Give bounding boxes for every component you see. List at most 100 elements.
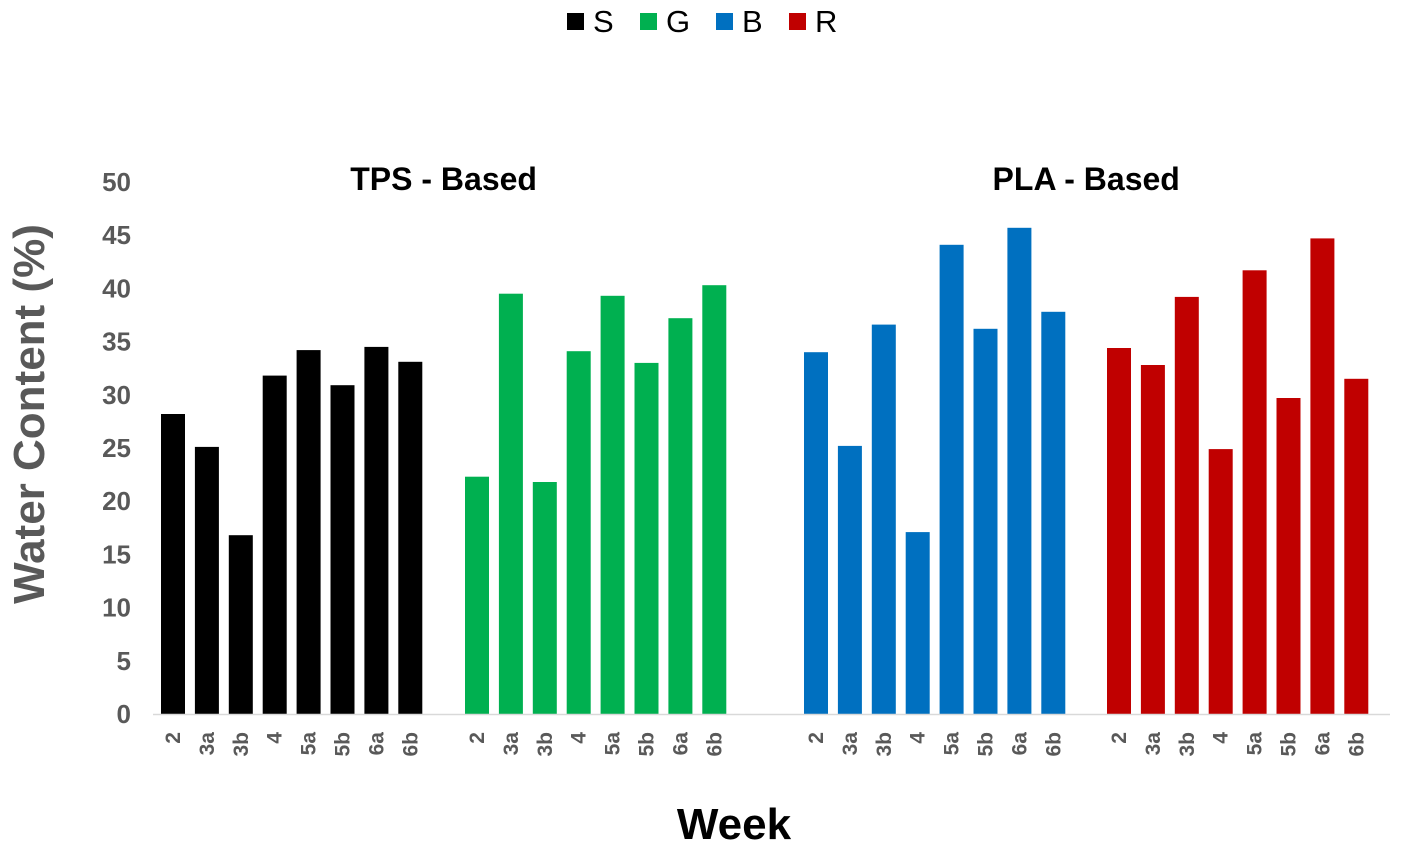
- x-tick-label: 3a: [500, 732, 523, 756]
- series-s: [161, 346, 423, 714]
- bar-r-5b: [1276, 398, 1301, 714]
- bar-b-4: [905, 532, 930, 714]
- x-tick-label: 6b: [1042, 732, 1065, 757]
- series-r: [1107, 238, 1369, 714]
- bars: [161, 227, 1369, 715]
- y-tick-label: 35: [102, 327, 131, 357]
- x-tick-label: 2: [162, 732, 185, 744]
- bar-g-2: [465, 476, 489, 714]
- legend-label: G: [666, 4, 690, 39]
- bar-r-5a: [1242, 270, 1267, 714]
- x-tick-label: 5b: [636, 732, 659, 757]
- x-axis-title: Week: [677, 800, 792, 847]
- bar-r-3b: [1174, 296, 1199, 714]
- bar-b-6a: [1007, 227, 1032, 715]
- bar-r-6a: [1310, 238, 1335, 714]
- panel-title: PLA - Based: [993, 161, 1180, 197]
- legend-item-b: B: [716, 4, 763, 39]
- x-tick-label: 4: [907, 732, 930, 744]
- bar-s-4: [262, 375, 287, 714]
- y-tick-label: 15: [102, 539, 131, 569]
- bar-r-6b: [1344, 378, 1369, 714]
- legend-label: B: [742, 4, 763, 39]
- x-tick-label: 5b: [332, 732, 355, 757]
- bar-s-6b: [398, 361, 423, 714]
- bar-b-3b: [871, 324, 896, 714]
- legend-item-r: R: [789, 4, 837, 39]
- x-tick-label: 4: [264, 732, 287, 744]
- bar-s-5a: [296, 350, 321, 714]
- bar-g-5b: [634, 362, 659, 714]
- x-tick-label: 6b: [399, 732, 422, 757]
- x-tick-label: 4: [568, 732, 591, 744]
- bar-g-6a: [668, 318, 693, 714]
- bar-g-5a: [600, 295, 625, 714]
- bar-g-6b: [702, 285, 727, 714]
- bar-b-5a: [939, 244, 964, 715]
- x-tick-label: 5a: [1244, 732, 1267, 756]
- bar-g-3a: [498, 293, 523, 714]
- y-tick-label: 5: [117, 646, 131, 676]
- legend-item-s: S: [567, 4, 614, 39]
- x-tick-label: 5a: [602, 732, 625, 756]
- panel-title: TPS - Based: [350, 161, 537, 197]
- x-tick-label: 2: [1108, 732, 1131, 744]
- x-tick-label: 6b: [1345, 732, 1368, 757]
- series-g: [465, 285, 727, 714]
- y-tick-label: 45: [102, 220, 131, 250]
- y-tick-label: 25: [102, 433, 131, 463]
- group-titles: TPS - Based PLA - Based: [350, 161, 1180, 197]
- bar-r-3a: [1140, 365, 1165, 714]
- x-tick-label: 5b: [975, 732, 998, 757]
- legend-swatch: [716, 13, 733, 30]
- x-tick-label: 2: [805, 732, 828, 744]
- bar-b-2: [804, 352, 828, 714]
- x-tick-label: 3b: [230, 732, 253, 757]
- bar-g-3b: [532, 482, 557, 714]
- legend-label: R: [815, 4, 837, 39]
- bar-b-5b: [973, 328, 998, 714]
- bar-s-5b: [330, 385, 355, 714]
- legend-swatch: [640, 13, 657, 30]
- bar-s-3b: [228, 535, 253, 714]
- x-tick-label: 3b: [534, 732, 557, 757]
- legend-label: S: [593, 4, 614, 39]
- x-tick-label: 5a: [298, 732, 321, 756]
- bar-s-6a: [364, 346, 389, 714]
- y-tick-label: 40: [102, 273, 131, 303]
- x-tick-label: 3a: [1142, 732, 1165, 756]
- x-tick-label: 2: [466, 732, 489, 744]
- legend-item-g: G: [640, 4, 690, 39]
- x-tick-label: 6a: [1311, 732, 1334, 756]
- x-tick-label: 4: [1210, 732, 1233, 744]
- y-tick-label: 0: [117, 699, 131, 729]
- x-tick-label: 3a: [839, 732, 862, 756]
- bar-g-4: [566, 351, 591, 714]
- bar-s-2: [161, 414, 185, 714]
- bar-r-2: [1107, 348, 1131, 714]
- series-b: [804, 227, 1066, 715]
- bar-s-3a: [194, 446, 219, 714]
- x-tick-label: 6a: [365, 732, 388, 756]
- y-axis: 0 5 10 15 20 25 30 35 40 45 50: [102, 167, 131, 729]
- y-axis-title: Water Content (%): [5, 224, 54, 604]
- x-tick-label: 3b: [873, 732, 896, 757]
- bar-b-6b: [1041, 311, 1066, 714]
- y-tick-label: 10: [102, 593, 131, 623]
- x-tick-label: 5a: [941, 732, 964, 756]
- y-tick-label: 20: [102, 486, 131, 516]
- y-tick-label: 30: [102, 380, 131, 410]
- x-tick-label: 3b: [1176, 732, 1199, 757]
- x-tick-label: 3a: [196, 732, 219, 756]
- x-tick-label: 5b: [1278, 732, 1301, 757]
- bar-r-4: [1208, 449, 1233, 714]
- legend-swatch: [567, 13, 584, 30]
- x-tick-label: 6a: [669, 732, 692, 756]
- x-axis: 2 3a 3b 4 5a 5b 6a 6b 2 3a 3b 4 5a 5b 6a 6b 2 3a 3b 4 5a 5b 6a…: [153, 713, 1390, 757]
- x-tick-label: 6b: [703, 732, 726, 757]
- y-tick-label: 50: [102, 167, 131, 197]
- legend-swatch: [789, 13, 806, 30]
- x-tick-label: 6a: [1008, 732, 1031, 756]
